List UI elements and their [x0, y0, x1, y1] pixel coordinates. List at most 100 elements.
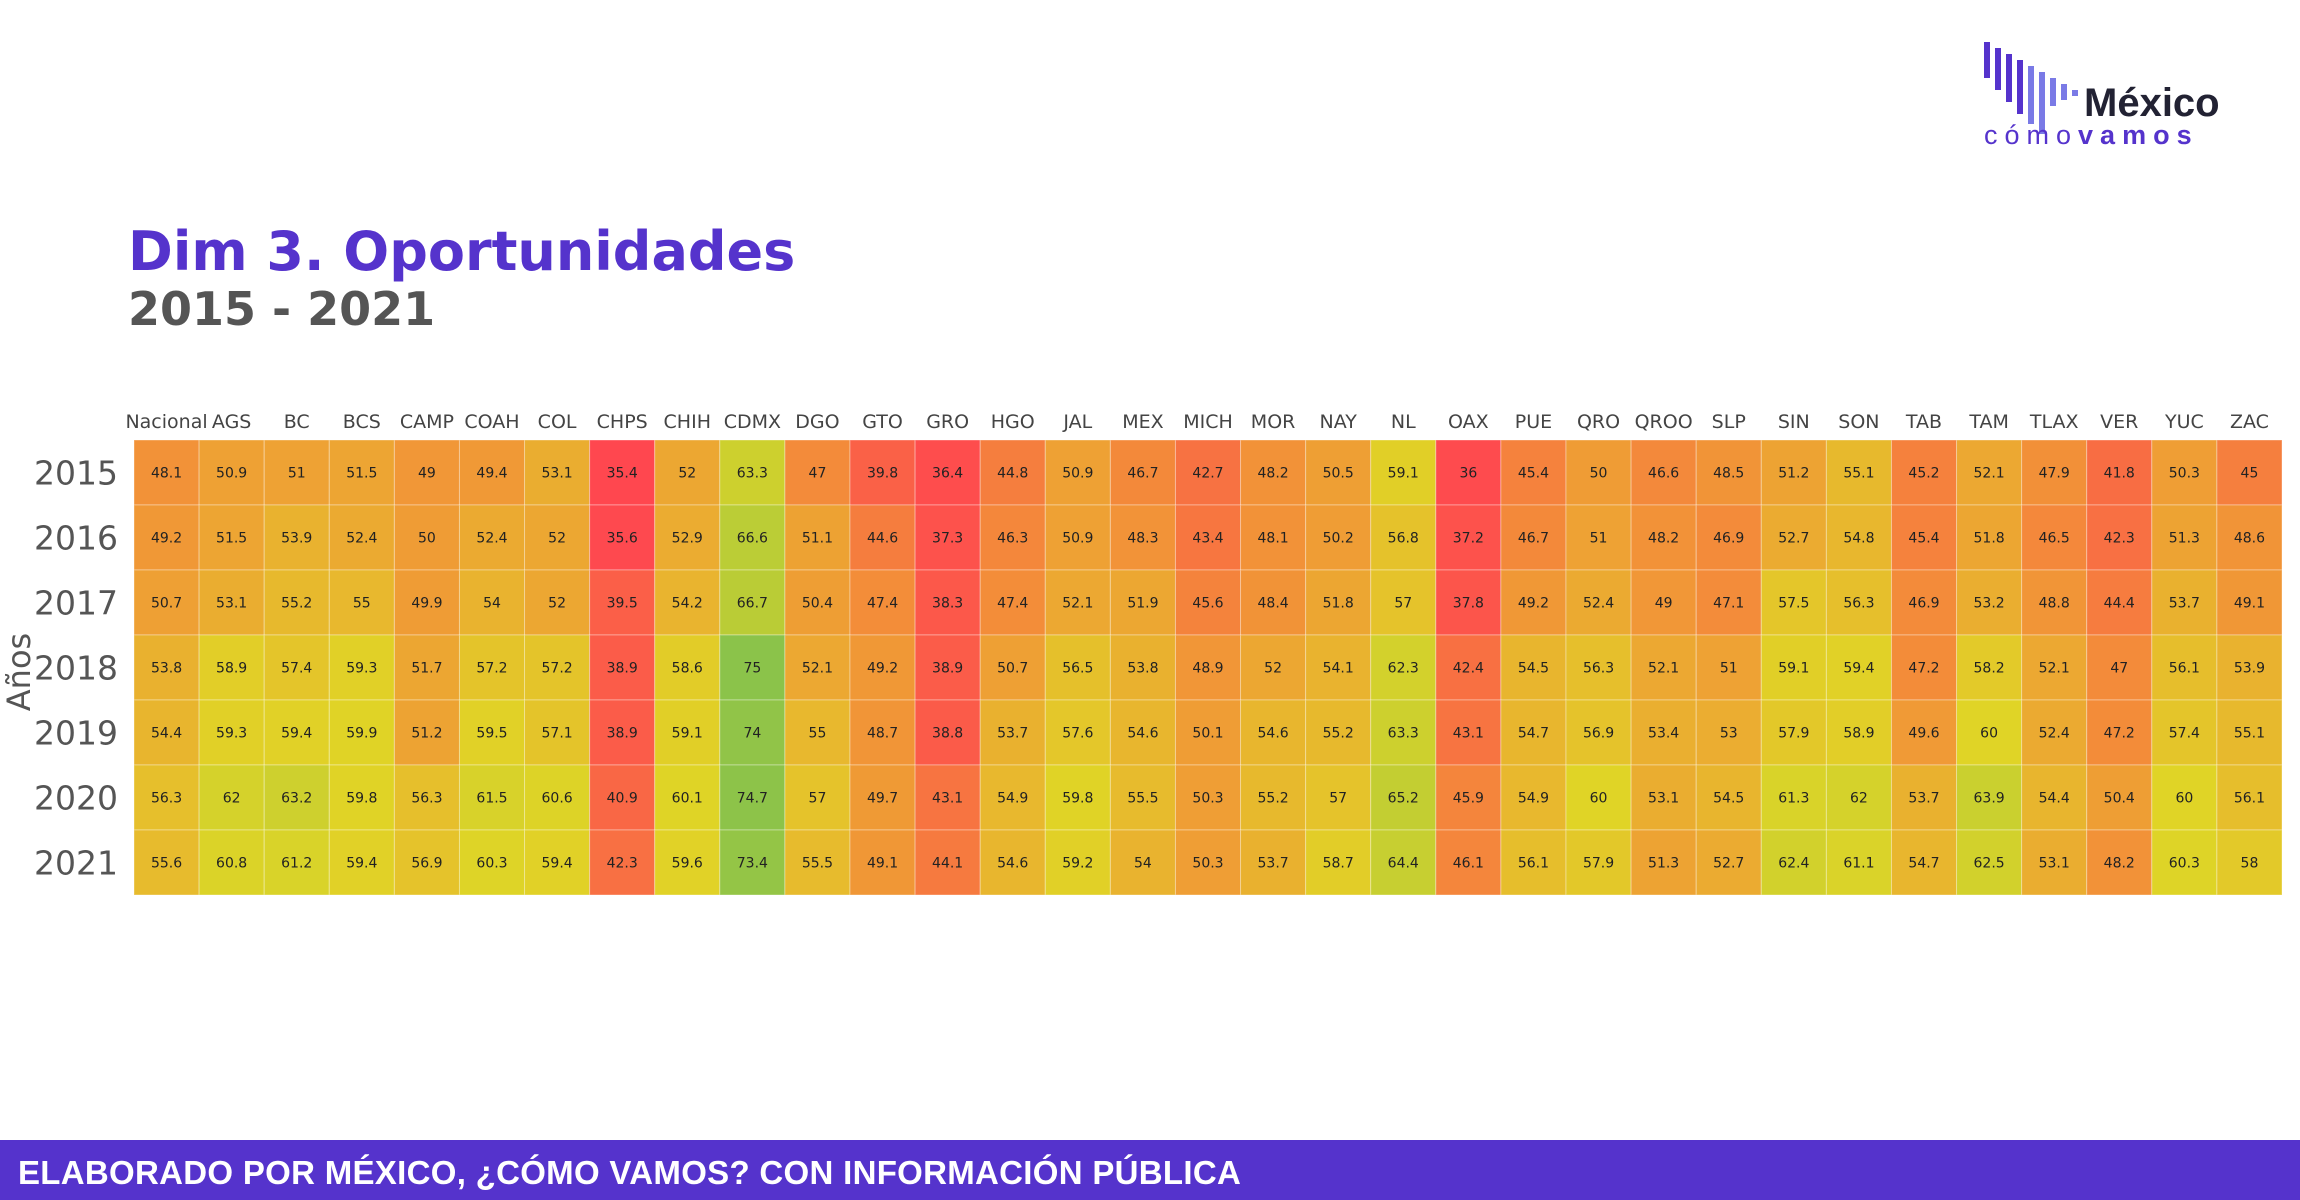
- cell-value-label: 59.4: [281, 726, 312, 742]
- cell-value-label: 53.1: [1648, 791, 1679, 807]
- heatmap-cell: [784, 829, 851, 896]
- heatmap-cell: [198, 634, 265, 701]
- cell-value-label: 52.7: [1713, 856, 1744, 872]
- heatmap-cell: [589, 634, 656, 701]
- heatmap-cell: [1565, 764, 1632, 831]
- cell-value-label: 46.5: [2039, 531, 2070, 547]
- cell-value-label: 52: [1264, 661, 1282, 677]
- heatmap-cell: [2216, 569, 2283, 636]
- cell-value-label: 60: [1590, 791, 1608, 807]
- logo-bar: [1995, 48, 2001, 90]
- cell-value-label: 52.7: [1778, 531, 1809, 547]
- cell-value-label: 59.5: [476, 726, 507, 742]
- cell-value-label: 55: [353, 596, 371, 612]
- cell-value-label: 50.3: [1192, 791, 1223, 807]
- cell-value-label: 47.2: [1908, 661, 1939, 677]
- cell-value-label: 52.1: [2039, 661, 2070, 677]
- row-label: 2015: [34, 454, 118, 493]
- heatmap-cell: [654, 764, 721, 831]
- heatmap-cell: [1370, 569, 1437, 636]
- chart-title: Dim 3. Oportunidades: [128, 220, 796, 283]
- cell-value-label: 57.2: [476, 661, 507, 677]
- row-label: 2016: [34, 519, 118, 558]
- heatmap-cell: [1890, 569, 1958, 636]
- column-label: CDMX: [724, 411, 781, 433]
- heatmap-cell: [1695, 504, 1762, 571]
- cell-value-label: 60: [2175, 791, 2193, 807]
- cell-value-label: 49.2: [867, 661, 898, 677]
- heatmap-cell: [914, 439, 981, 506]
- cell-value-label: 43.4: [1192, 531, 1223, 547]
- cell-value-label: 44.4: [2104, 596, 2135, 612]
- cell-value-label: 41.8: [2104, 466, 2135, 482]
- cell-value-label: 59.2: [1062, 856, 1093, 872]
- heatmap-cell: [1825, 764, 1892, 831]
- heatmap-cell: [1760, 634, 1827, 701]
- heatmap-cell: [133, 439, 200, 506]
- heatmap-cell: [1305, 829, 1372, 896]
- cell-value-label: 53.8: [1127, 661, 1158, 677]
- cell-value-label: 59.1: [1388, 466, 1419, 482]
- cell-value-label: 40.9: [607, 791, 638, 807]
- cell-value-label: 45.6: [1192, 596, 1223, 612]
- heatmap-cell: [1174, 439, 1242, 506]
- heatmap-cell: [1435, 829, 1502, 896]
- cell-value-label: 50.1: [1192, 726, 1223, 742]
- heatmap-cell: [1435, 439, 1502, 506]
- heatmap-cell: [1630, 439, 1697, 506]
- heatmap-cell: [719, 764, 786, 831]
- heatmap-cell: [1109, 699, 1176, 766]
- column-label: ZAC: [2230, 411, 2269, 433]
- heatmap-cell: [458, 504, 526, 571]
- heatmap-cell: [2021, 504, 2088, 571]
- cell-value-label: 56.1: [1518, 856, 1549, 872]
- cell-value-label: 54.6: [1258, 726, 1289, 742]
- heatmap-cell: [979, 829, 1046, 896]
- logo-bar: [2050, 78, 2056, 106]
- heatmap-cell: [719, 569, 786, 636]
- heatmap-cell: [719, 634, 786, 701]
- cell-value-label: 48.6: [2234, 531, 2265, 547]
- heatmap-cell: [1435, 569, 1502, 636]
- heatmap-cell: [1500, 634, 1567, 701]
- heatmap-cell: [1044, 439, 1111, 506]
- cell-value-label: 54.8: [1843, 531, 1874, 547]
- column-label: VER: [2100, 411, 2138, 433]
- heatmap-cell: [263, 829, 330, 896]
- heatmap-cell: [849, 504, 916, 571]
- logo-bars-icon: [1984, 42, 2078, 134]
- heatmap-cell: [2151, 829, 2218, 896]
- cell-value-label: 55.2: [281, 596, 312, 612]
- cell-value-label: 51.5: [216, 531, 247, 547]
- cell-value-label: 54.1: [1323, 661, 1354, 677]
- heatmap-cell: [1630, 829, 1697, 896]
- heatmap-cell: [1695, 569, 1762, 636]
- heatmap-cell: [1500, 699, 1567, 766]
- cell-value-label: 57.5: [1778, 596, 1809, 612]
- heatmap-cell: [1435, 504, 1502, 571]
- column-label: TAB: [1905, 411, 1942, 433]
- row-label: 2020: [34, 779, 118, 818]
- cell-value-label: 39.8: [867, 466, 898, 482]
- y-axis-label: Años: [0, 633, 38, 711]
- cell-value-label: 57.1: [542, 726, 573, 742]
- cell-value-label: 56.8: [1388, 531, 1419, 547]
- cell-value-label: 55.6: [151, 856, 182, 872]
- cell-value-label: 59.4: [1843, 661, 1874, 677]
- heatmap-cell: [133, 829, 200, 896]
- cell-value-label: 38.9: [932, 661, 963, 677]
- heatmap-cell: [1240, 699, 1307, 766]
- cell-value-label: 42.7: [1192, 466, 1223, 482]
- cell-value-label: 75: [743, 661, 761, 677]
- cell-value-label: 57.4: [2169, 726, 2200, 742]
- cell-value-label: 50.4: [2104, 791, 2135, 807]
- heatmap-cell: [393, 829, 460, 896]
- column-label: DGO: [795, 411, 839, 433]
- heatmap-cell: [1174, 504, 1242, 571]
- heatmap-cell: [1760, 569, 1827, 636]
- cell-value-label: 45.4: [1908, 531, 1939, 547]
- heatmap-cell: [1760, 439, 1827, 506]
- cell-value-label: 53.9: [2234, 661, 2265, 677]
- heatmap-cell: [1565, 504, 1632, 571]
- column-label: QROO: [1635, 411, 1693, 433]
